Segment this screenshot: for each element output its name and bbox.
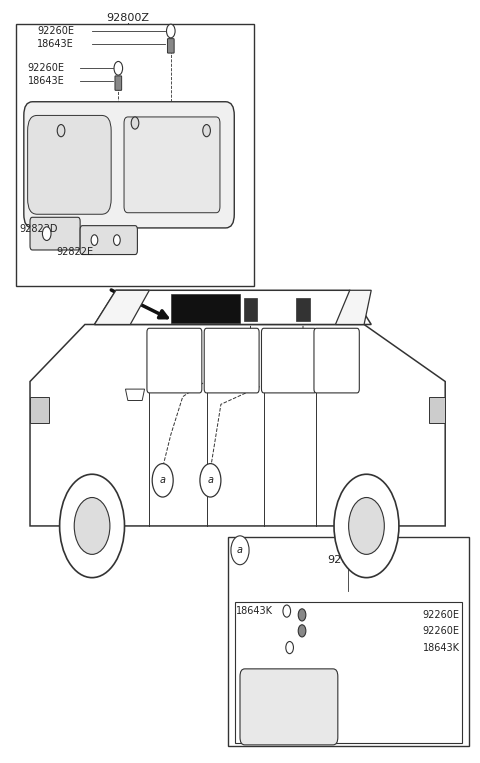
Polygon shape [95,290,149,324]
Circle shape [334,475,399,578]
Text: a: a [207,475,214,485]
FancyBboxPatch shape [80,226,137,255]
Text: 92800A: 92800A [327,555,370,565]
Polygon shape [336,290,371,324]
Text: 92260E: 92260E [422,610,459,620]
Text: 18643E: 18643E [37,39,74,49]
Circle shape [57,124,65,137]
Bar [235,602,462,742]
Text: 18643K: 18643K [422,642,459,652]
FancyBboxPatch shape [115,76,121,90]
Circle shape [114,235,120,246]
Circle shape [286,642,293,654]
FancyBboxPatch shape [124,117,220,213]
Bar [244,298,257,320]
Circle shape [283,605,290,617]
Circle shape [167,24,175,38]
FancyBboxPatch shape [204,328,259,393]
Text: 92260E: 92260E [28,63,65,73]
Text: 92260E: 92260E [422,626,459,636]
Circle shape [114,62,122,75]
Text: a: a [237,546,243,555]
Circle shape [298,609,306,621]
Text: a: a [160,475,166,485]
Text: 92800Z: 92800Z [107,13,149,23]
Circle shape [152,464,173,497]
Polygon shape [95,290,371,324]
Circle shape [200,464,221,497]
FancyBboxPatch shape [168,39,174,53]
FancyBboxPatch shape [28,115,111,214]
Circle shape [231,536,249,565]
Circle shape [60,475,124,578]
Circle shape [298,625,306,637]
Text: 18643E: 18643E [28,76,64,86]
Text: 92822E: 92822E [56,247,94,257]
Bar [30,397,49,423]
Circle shape [42,227,51,240]
Bar [296,298,310,320]
Bar [16,24,254,286]
Bar [429,397,445,423]
Text: 18643K: 18643K [236,606,273,616]
FancyBboxPatch shape [262,328,316,393]
FancyBboxPatch shape [30,217,80,250]
FancyBboxPatch shape [147,328,202,393]
Circle shape [74,497,110,555]
FancyBboxPatch shape [314,328,360,393]
FancyBboxPatch shape [240,669,338,745]
Circle shape [131,117,139,129]
Circle shape [91,235,98,246]
Circle shape [348,497,384,555]
Bar [171,294,240,323]
Text: 92260E: 92260E [37,26,74,36]
Circle shape [203,124,210,137]
Polygon shape [30,324,445,526]
Bar [228,537,469,746]
Polygon shape [125,389,144,401]
FancyBboxPatch shape [24,101,234,228]
Text: 92823D: 92823D [19,224,58,234]
